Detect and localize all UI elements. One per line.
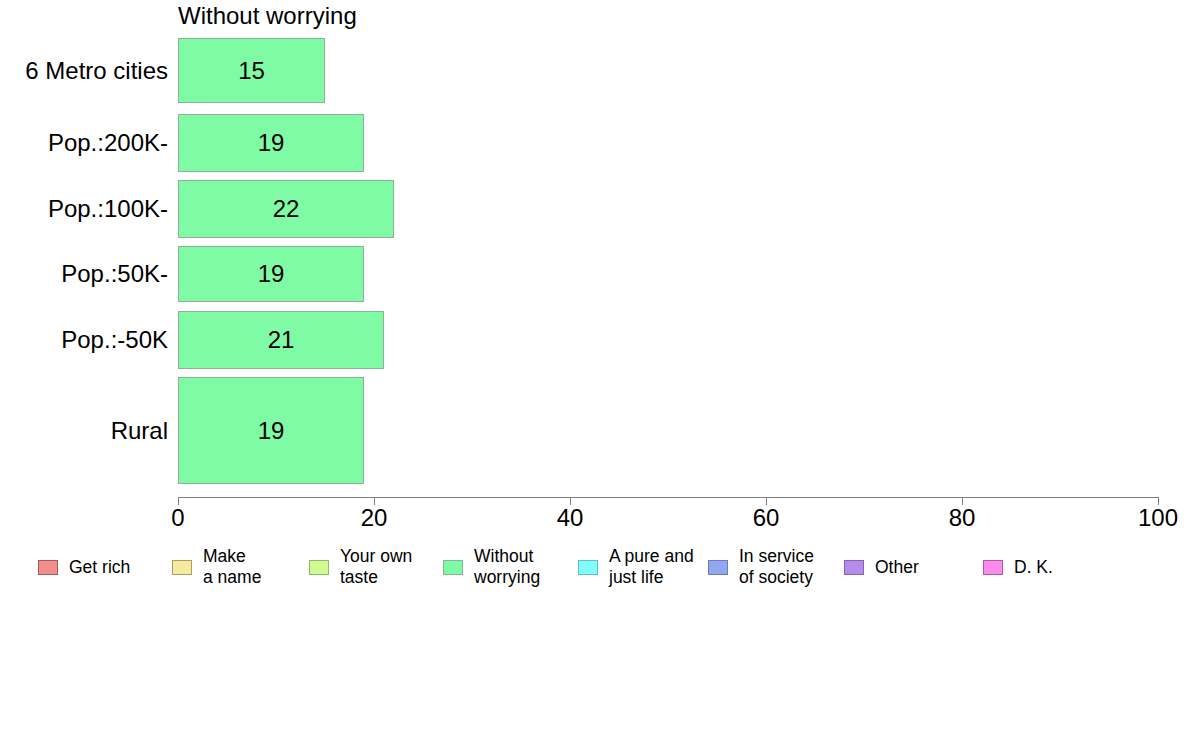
legend-label-line: taste bbox=[340, 567, 412, 588]
legend-label-line: D. K. bbox=[1014, 557, 1053, 578]
chart-title: Without worrying bbox=[178, 2, 357, 30]
bar-value-label: 22 bbox=[273, 195, 300, 223]
bar: 19 bbox=[178, 246, 364, 302]
legend-swatch bbox=[708, 560, 728, 575]
category-label: Pop.:50K- bbox=[0, 246, 168, 302]
legend-label-line: just life bbox=[609, 567, 694, 588]
legend-label-line: Without bbox=[474, 546, 540, 567]
legend-swatch bbox=[38, 560, 58, 575]
legend-label-line: In service bbox=[739, 546, 814, 567]
category-label: Pop.:-50K bbox=[0, 311, 168, 369]
bar-value-label: 19 bbox=[258, 417, 285, 445]
legend-swatch bbox=[443, 560, 463, 575]
bar-value-label: 15 bbox=[238, 57, 265, 85]
legend-label: D. K. bbox=[1014, 557, 1053, 578]
legend-item: D. K. bbox=[983, 543, 1053, 591]
x-tick-label: 60 bbox=[726, 504, 806, 532]
legend-item: Makea name bbox=[172, 543, 261, 591]
category-label: Pop.:100K- bbox=[0, 180, 168, 238]
legend-label-line: a name bbox=[203, 567, 261, 588]
legend-label: Get rich bbox=[69, 557, 130, 578]
legend-swatch bbox=[983, 560, 1003, 575]
bar-value-label: 19 bbox=[258, 129, 285, 157]
legend-label-line: Other bbox=[875, 557, 919, 578]
bar: 15 bbox=[178, 38, 325, 103]
bar: 22 bbox=[178, 180, 394, 238]
bar-chart: Without worrying 6 Metro cities 15 Pop.:20… bbox=[0, 0, 1188, 736]
legend-label: Withoutworrying bbox=[474, 546, 540, 588]
legend-label-line: A pure and bbox=[609, 546, 694, 567]
x-tick-label: 40 bbox=[530, 504, 610, 532]
legend-label-line: worrying bbox=[474, 567, 540, 588]
legend-swatch bbox=[844, 560, 864, 575]
legend-label: Other bbox=[875, 557, 919, 578]
category-label: 6 Metro cities bbox=[0, 38, 168, 103]
legend-item: Withoutworrying bbox=[443, 543, 540, 591]
legend-item: Get rich bbox=[38, 543, 130, 591]
category-label: Rural bbox=[0, 377, 168, 484]
legend-swatch bbox=[309, 560, 329, 575]
legend-label-line: Get rich bbox=[69, 557, 130, 578]
legend-label: A pure andjust life bbox=[609, 546, 694, 588]
legend-swatch bbox=[578, 560, 598, 575]
legend-item: Other bbox=[844, 543, 919, 591]
x-axis-line bbox=[178, 497, 1159, 498]
x-tick-label: 80 bbox=[922, 504, 1002, 532]
legend-label-line: Make bbox=[203, 546, 261, 567]
legend-item: Your owntaste bbox=[309, 543, 412, 591]
bar-value-label: 21 bbox=[268, 326, 295, 354]
legend-label: Makea name bbox=[203, 546, 261, 588]
x-tick-label: 20 bbox=[334, 504, 414, 532]
legend-item: A pure andjust life bbox=[578, 543, 694, 591]
legend-label-line: Your own bbox=[340, 546, 412, 567]
legend-label: Your owntaste bbox=[340, 546, 412, 588]
x-tick-label: 0 bbox=[138, 504, 218, 532]
legend-label-line: of society bbox=[739, 567, 814, 588]
bar: 21 bbox=[178, 311, 384, 369]
legend-item: In serviceof society bbox=[708, 543, 814, 591]
bar: 19 bbox=[178, 377, 364, 484]
bar-value-label: 19 bbox=[258, 260, 285, 288]
bar: 19 bbox=[178, 114, 364, 172]
legend-swatch bbox=[172, 560, 192, 575]
category-label: Pop.:200K- bbox=[0, 114, 168, 172]
x-tick-label: 100 bbox=[1118, 504, 1188, 532]
legend-label: In serviceof society bbox=[739, 546, 814, 588]
